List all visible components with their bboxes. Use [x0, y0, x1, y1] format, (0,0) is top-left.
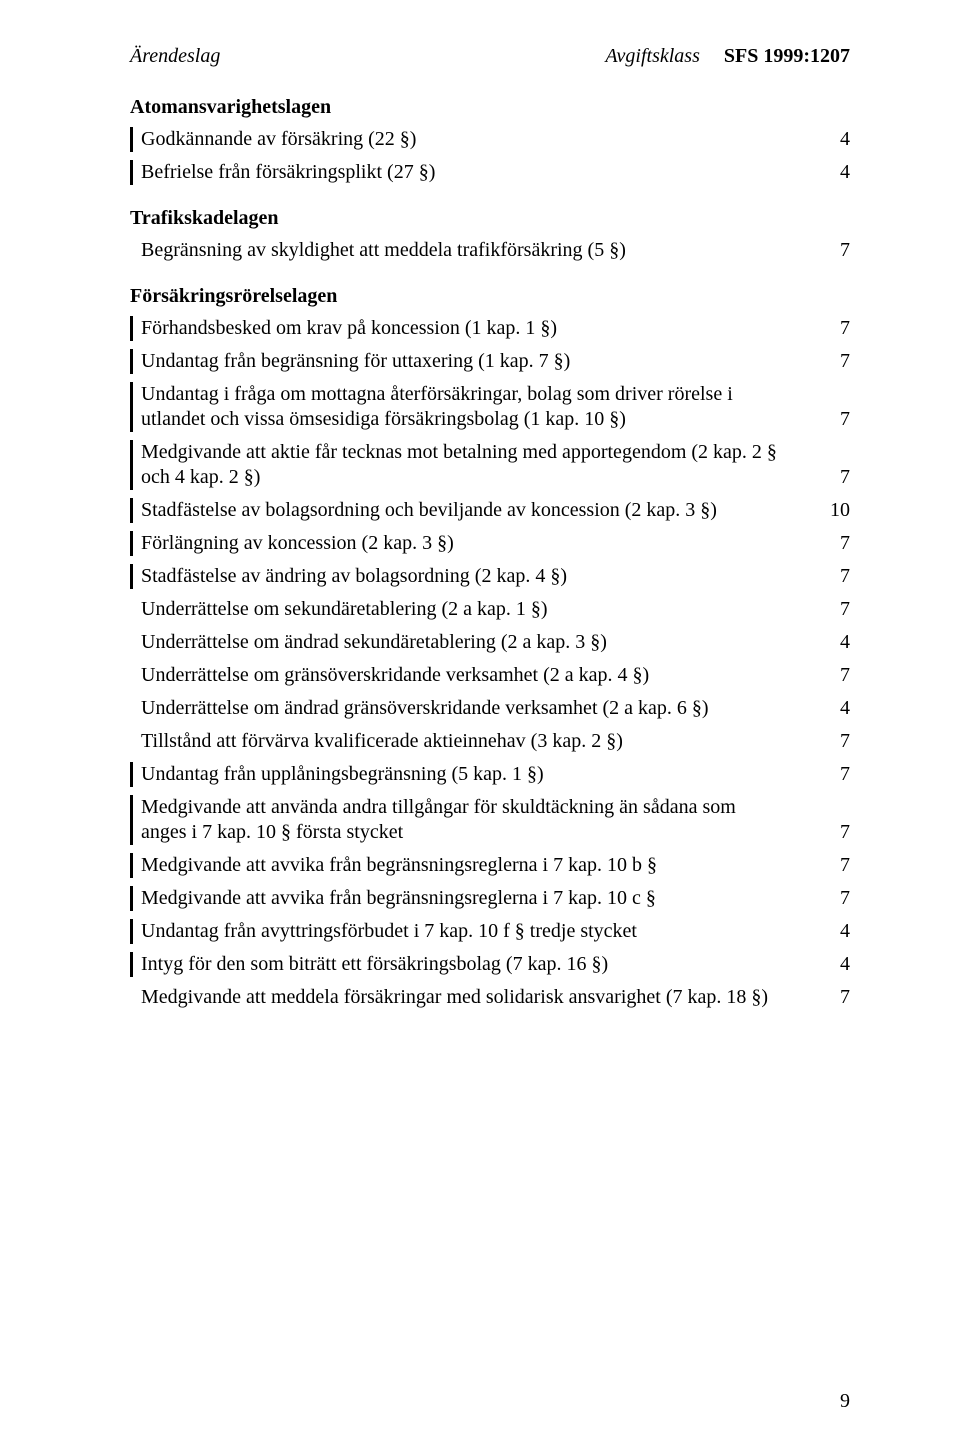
- row-text: Undantag i fråga om mottagna återförsäkr…: [141, 382, 806, 432]
- row-value: 4: [806, 919, 850, 944]
- row-text: Underrättelse om ändrad sekundäretableri…: [141, 630, 806, 655]
- page: Ärendeslag Avgiftsklass SFS 1999:1207 At…: [0, 0, 960, 1449]
- row-text: Medgivande att använda andra tillgångar …: [141, 795, 806, 845]
- change-bar: [130, 531, 133, 556]
- header-left: Ärendeslag: [130, 45, 220, 68]
- table-row: Tillstånd att förvärva kvalificerade akt…: [130, 729, 850, 754]
- row-text: Förlängning av koncession (2 kap. 3 §): [141, 531, 806, 556]
- row-value: 10: [806, 498, 850, 523]
- header-right: Avgiftsklass SFS 1999:1207: [605, 45, 850, 68]
- table-row: Medgivande att aktie får tecknas mot bet…: [130, 440, 850, 490]
- table-row: Förlängning av koncession (2 kap. 3 §)7: [130, 531, 850, 556]
- table-row: Underrättelse om gränsöverskridande verk…: [130, 663, 850, 688]
- change-bar: [130, 382, 133, 432]
- row-text: Godkännande av försäkring (22 §): [141, 127, 806, 152]
- table-row: Underrättelse om ändrad sekundäretableri…: [130, 630, 850, 655]
- section-title: Försäkringsrörelselagen: [130, 285, 850, 308]
- table-row: Undantag från begränsning för uttaxering…: [130, 349, 850, 374]
- table-row: Begränsning av skyldighet att meddela tr…: [130, 238, 850, 263]
- table-row: Underrättelse om sekundäretablering (2 a…: [130, 597, 850, 622]
- row-value: 7: [806, 531, 850, 556]
- table-row: Medgivande att avvika från begränsningsr…: [130, 853, 850, 878]
- table-row: Undantag i fråga om mottagna återförsäkr…: [130, 382, 850, 432]
- row-text: Förhandsbesked om krav på koncession (1 …: [141, 316, 806, 341]
- row-text: Befrielse från försäkringsplikt (27 §): [141, 160, 806, 185]
- row-text: Medgivande att avvika från begränsningsr…: [141, 886, 806, 911]
- row-value: 7: [806, 853, 850, 878]
- row-value: 7: [806, 820, 850, 845]
- change-bar: [130, 316, 133, 341]
- table-row: Stadfästelse av ändring av bolagsordning…: [130, 564, 850, 589]
- row-value: 7: [806, 407, 850, 432]
- change-bar: [130, 564, 133, 589]
- table-row: Undantag från upplåningsbegränsning (5 k…: [130, 762, 850, 787]
- row-value: 4: [806, 127, 850, 152]
- change-bar: [130, 440, 133, 490]
- row-text: Undantag från avyttringsförbudet i 7 kap…: [141, 919, 806, 944]
- row-text: Medgivande att aktie får tecknas mot bet…: [141, 440, 806, 490]
- change-bar: [130, 160, 133, 185]
- section-title: Atomansvarighetslagen: [130, 96, 850, 119]
- change-bar: [130, 762, 133, 787]
- change-bar: [130, 498, 133, 523]
- change-bar: [130, 919, 133, 944]
- change-bar: [130, 952, 133, 977]
- table-row: Medgivande att avvika från begränsningsr…: [130, 886, 850, 911]
- row-text: Underrättelse om ändrad gränsöverskridan…: [141, 696, 806, 721]
- row-text: Begränsning av skyldighet att meddela tr…: [141, 238, 806, 263]
- row-text: Stadfästelse av ändring av bolagsordning…: [141, 564, 806, 589]
- row-text: Undantag från begränsning för uttaxering…: [141, 349, 806, 374]
- change-bar: [130, 853, 133, 878]
- section-title: Trafikskadelagen: [130, 207, 850, 230]
- row-value: 4: [806, 952, 850, 977]
- row-value: 7: [806, 238, 850, 263]
- row-text: Medgivande att avvika från begränsningsr…: [141, 853, 806, 878]
- table-row: Godkännande av försäkring (22 §)4: [130, 127, 850, 152]
- row-value: 4: [806, 630, 850, 655]
- table-row: Underrättelse om ändrad gränsöverskridan…: [130, 696, 850, 721]
- row-text: Underrättelse om gränsöverskridande verk…: [141, 663, 806, 688]
- row-text: Underrättelse om sekundäretablering (2 a…: [141, 597, 806, 622]
- header-avgiftsklass: Avgiftsklass: [605, 45, 699, 68]
- row-value: 7: [806, 465, 850, 490]
- row-value: 7: [806, 729, 850, 754]
- table-row: Medgivande att använda andra tillgångar …: [130, 795, 850, 845]
- table-row: Undantag från avyttringsförbudet i 7 kap…: [130, 919, 850, 944]
- table-row: Medgivande att meddela försäkringar med …: [130, 985, 850, 1010]
- row-value: 7: [806, 663, 850, 688]
- table-row: Stadfästelse av bolagsordning och bevilj…: [130, 498, 850, 523]
- change-bar: [130, 127, 133, 152]
- row-text: Intyg för den som biträtt ett försäkring…: [141, 952, 806, 977]
- change-bar: [130, 795, 133, 845]
- header-sfs: SFS 1999:1207: [724, 45, 850, 68]
- table-row: Befrielse från försäkringsplikt (27 §)4: [130, 160, 850, 185]
- row-value: 7: [806, 985, 850, 1010]
- row-value: 7: [806, 349, 850, 374]
- row-text: Undantag från upplåningsbegränsning (5 k…: [141, 762, 806, 787]
- table-row: Intyg för den som biträtt ett försäkring…: [130, 952, 850, 977]
- change-bar: [130, 349, 133, 374]
- page-number: 9: [840, 1390, 850, 1413]
- row-value: 4: [806, 696, 850, 721]
- row-value: 7: [806, 564, 850, 589]
- row-value: 7: [806, 762, 850, 787]
- row-text: Medgivande att meddela försäkringar med …: [141, 985, 806, 1010]
- table-row: Förhandsbesked om krav på koncession (1 …: [130, 316, 850, 341]
- row-value: 7: [806, 597, 850, 622]
- header-row: Ärendeslag Avgiftsklass SFS 1999:1207: [130, 45, 850, 68]
- row-text: Stadfästelse av bolagsordning och bevilj…: [141, 498, 806, 523]
- row-value: 7: [806, 886, 850, 911]
- change-bar: [130, 886, 133, 911]
- row-text: Tillstånd att förvärva kvalificerade akt…: [141, 729, 806, 754]
- content: Atomansvarighetslagen Godkännande av förs…: [130, 96, 850, 1010]
- row-value: 4: [806, 160, 850, 185]
- row-value: 7: [806, 316, 850, 341]
